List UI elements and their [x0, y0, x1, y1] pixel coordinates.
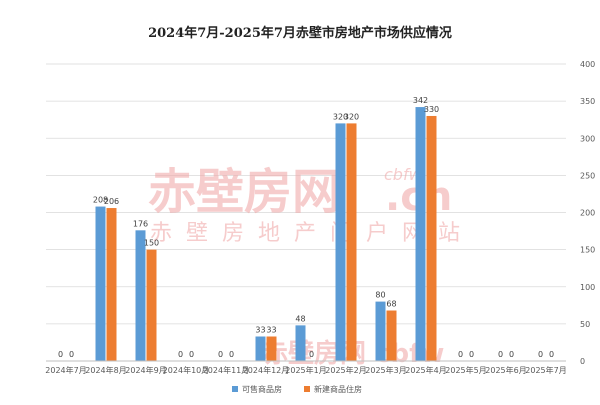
data-label: 33	[266, 325, 276, 334]
x-tick-label: 2024年7月	[45, 365, 86, 375]
x-tick-label: 2025年3月	[365, 365, 406, 375]
y-tick-label: 200	[580, 209, 595, 218]
y-tick-label: 350	[580, 97, 595, 106]
data-label: 208	[93, 196, 108, 205]
y-tick-label: 0	[580, 357, 585, 366]
axes: 0501001502002503003504002024年7月2024年8月20…	[45, 60, 595, 375]
legend-label: 新建商品住房	[314, 384, 362, 394]
bar	[386, 310, 397, 361]
x-tick-label: 2024年9月	[125, 365, 166, 375]
bar	[266, 336, 277, 361]
bar	[135, 230, 146, 361]
x-tick-label: 2025年1月	[285, 365, 326, 375]
watermark-subtitle: 赤壁房地产门户网站	[150, 221, 474, 246]
data-label: 320	[333, 112, 348, 121]
bar	[426, 115, 437, 361]
data-label: 320	[344, 112, 359, 121]
data-label: 342	[413, 96, 428, 105]
data-label: 0	[178, 350, 183, 359]
bar	[255, 336, 266, 361]
data-label: 0	[458, 350, 463, 359]
x-tick-label: 2025年5月	[445, 365, 486, 375]
data-label: 0	[538, 350, 543, 359]
data-label: 0	[509, 350, 514, 359]
data-label: 80	[375, 291, 385, 300]
y-tick-label: 50	[580, 320, 590, 329]
legend-label: 可售商品房	[242, 384, 282, 394]
bar	[335, 123, 346, 362]
x-tick-label: 2025年7月	[525, 365, 566, 375]
legend-swatch	[232, 386, 238, 392]
bars	[95, 107, 437, 362]
x-tick-label: 2024年12月	[243, 365, 290, 375]
chart-title: 2024年7月-2025年7月赤壁市房地产市场供应情况	[148, 26, 452, 41]
data-label: 68	[386, 300, 396, 309]
legend-swatch	[304, 386, 310, 392]
data-label: 48	[295, 314, 305, 323]
data-label: 0	[58, 350, 63, 359]
bar	[295, 325, 306, 361]
data-label: 330	[424, 105, 439, 114]
bar	[106, 208, 117, 361]
x-tick-label: 2025年2月	[325, 365, 366, 375]
bar	[95, 206, 106, 361]
y-tick-label: 100	[580, 283, 595, 292]
data-label: 0	[218, 350, 223, 359]
x-tick-label: 2024年11月	[203, 365, 250, 375]
x-tick-label: 2025年6月	[485, 365, 526, 375]
y-tick-label: 300	[580, 134, 595, 143]
data-label: 0	[69, 350, 74, 359]
data-label: 0	[469, 350, 474, 359]
x-tick-label: 2024年10月	[163, 365, 210, 375]
data-label: 176	[133, 219, 148, 228]
data-label: 206	[104, 197, 119, 206]
bar	[146, 249, 157, 361]
data-label: 0	[229, 350, 234, 359]
data-label: 0	[309, 350, 314, 359]
data-label: 0	[549, 350, 554, 359]
x-tick-label: 2025年4月	[405, 365, 446, 375]
y-tick-label: 150	[580, 246, 595, 255]
y-tick-label: 250	[580, 171, 595, 180]
data-label: 0	[498, 350, 503, 359]
bar	[415, 107, 426, 361]
watermark-main: 赤壁房网	[148, 164, 340, 220]
data-label: 150	[144, 239, 159, 248]
x-tick-label: 2024年8月	[85, 365, 126, 375]
legend: 可售商品房 新建商品住房	[232, 384, 362, 394]
watermark-latin: cbfw	[384, 165, 423, 184]
data-label: 0	[189, 350, 194, 359]
y-tick-label: 400	[580, 60, 595, 69]
bar	[346, 123, 357, 362]
bar	[375, 301, 386, 361]
data-label: 33	[255, 325, 265, 334]
